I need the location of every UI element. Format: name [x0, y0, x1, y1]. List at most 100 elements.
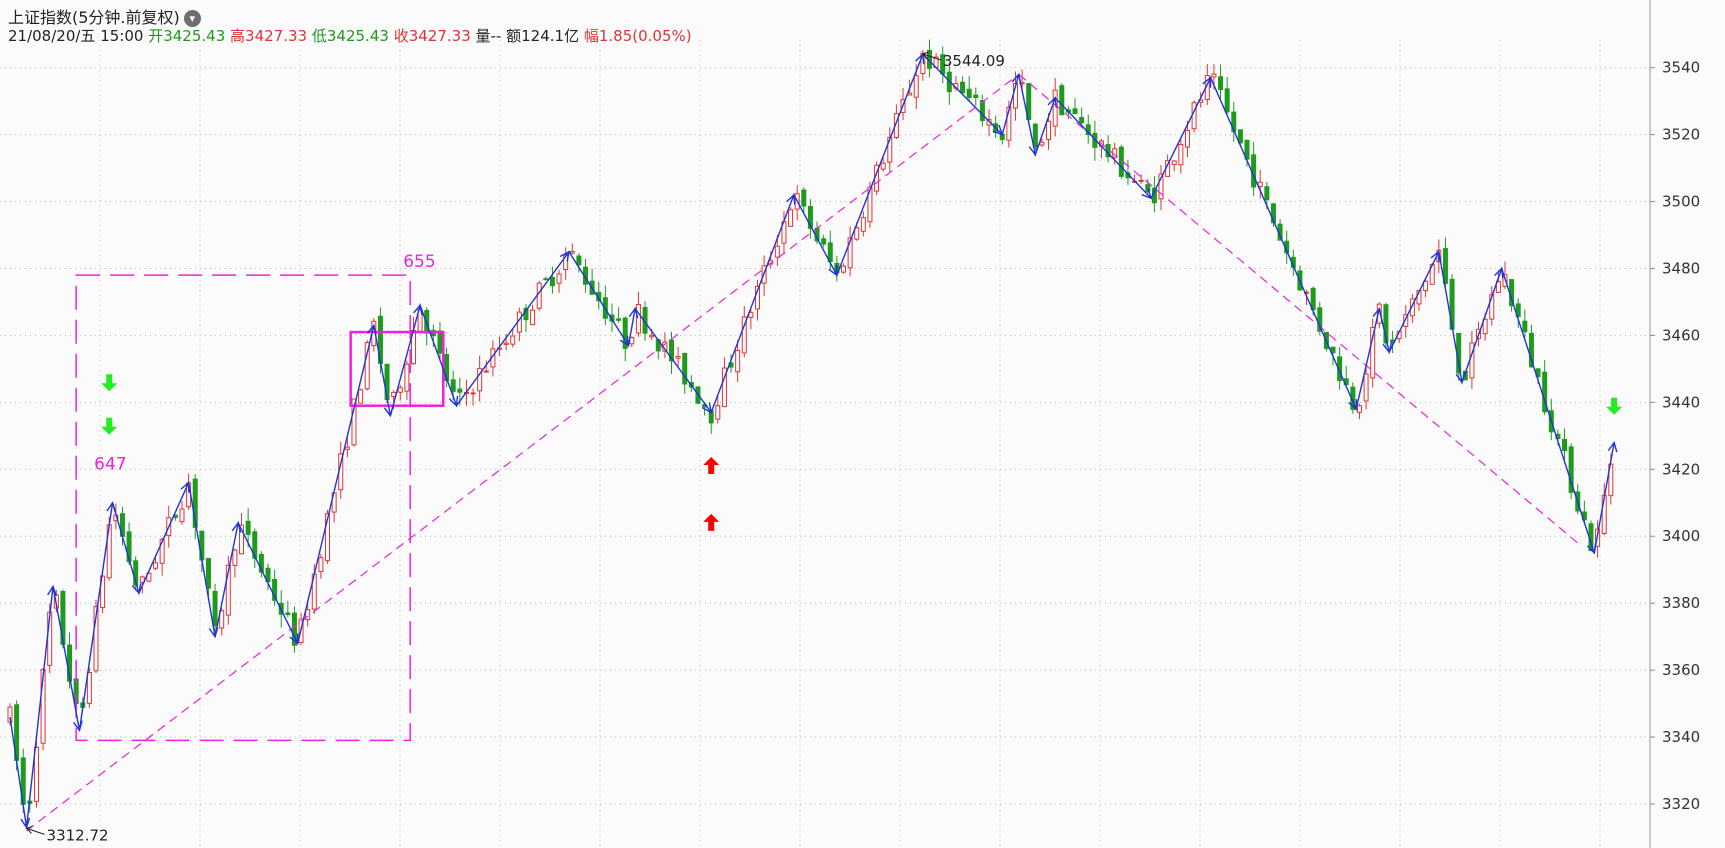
- candle-body: [1528, 332, 1534, 368]
- trend-line: [26, 73, 1020, 832]
- chart-title: 上证指数(5分钟.前复权): [8, 8, 180, 27]
- candle-body: [205, 558, 211, 589]
- annotation-pointer: [26, 827, 45, 835]
- wave-arrowhead: [448, 395, 459, 408]
- quote-bar: 21/08/20/五 15:00 开3425.43 高3427.33 低3425…: [8, 25, 692, 46]
- wave-arrowhead: [1586, 542, 1597, 555]
- candle-body: [1052, 89, 1058, 127]
- candle-body: [344, 446, 350, 450]
- chart-title-bar: 上证指数(5分钟.前复权) ▾: [8, 4, 201, 28]
- candle-body: [788, 209, 794, 227]
- wave-arrowhead: [786, 193, 796, 205]
- dashed-range-box: [75, 274, 411, 742]
- candle-body: [807, 205, 813, 229]
- candle-body: [33, 747, 39, 802]
- candle-body: [239, 524, 245, 555]
- sell-arrow-icon: [1606, 397, 1623, 415]
- candle-body: [1562, 438, 1568, 452]
- y-tick-label: 3400: [1662, 527, 1700, 545]
- candle-body: [351, 398, 357, 446]
- candle-body: [549, 276, 555, 287]
- candle-body: [358, 389, 364, 404]
- candle-body: [1317, 307, 1323, 332]
- candle-body: [1158, 173, 1164, 200]
- candle-body: [1356, 405, 1362, 413]
- wave-arrowhead: [208, 626, 219, 639]
- candle-body: [1191, 102, 1197, 130]
- wave-arrowhead: [180, 481, 190, 493]
- y-tick-label: 3420: [1662, 460, 1700, 478]
- candle-body: [225, 564, 231, 616]
- wave-arrowhead: [1011, 72, 1022, 85]
- candle-body: [1376, 303, 1382, 324]
- wave-arrowhead: [628, 307, 639, 319]
- wave-arrowhead: [1607, 440, 1618, 453]
- trend-line: [1018, 73, 1579, 544]
- box-label-left: 647: [94, 454, 126, 474]
- candle-body: [1218, 76, 1224, 90]
- wave-arrowhead: [1494, 266, 1504, 279]
- candle-body: [1330, 346, 1336, 354]
- candle-body: [847, 237, 853, 269]
- candle-body: [100, 575, 106, 609]
- candle-body: [1184, 130, 1190, 148]
- candle-body: [1363, 373, 1369, 402]
- candle-body: [867, 186, 873, 223]
- candle-body: [576, 255, 582, 266]
- candle-body: [179, 508, 185, 523]
- candle-body: [840, 265, 846, 273]
- candle-body: [1211, 73, 1217, 78]
- change-value: 1.85(0.05%): [598, 27, 692, 45]
- wave-arrowhead: [72, 720, 83, 732]
- amount-label: 额124.1亿: [506, 27, 580, 45]
- high-value: 3427.33: [245, 27, 308, 45]
- wave-arrowhead: [1382, 342, 1393, 354]
- candle-body: [291, 612, 297, 646]
- candle-body: [86, 672, 92, 704]
- candle-body: [1046, 120, 1052, 141]
- candle-body: [774, 245, 780, 258]
- y-tick-label: 3320: [1662, 795, 1700, 813]
- candle-body: [1171, 160, 1177, 165]
- candle-body: [40, 669, 46, 744]
- candle-body: [530, 309, 536, 326]
- wave-arrowhead: [1372, 307, 1383, 319]
- close-value: 3427.33: [408, 27, 471, 45]
- candle-body: [252, 531, 258, 559]
- candle-body: [920, 52, 926, 75]
- y-tick-label: 3440: [1662, 393, 1700, 411]
- candle-body: [913, 75, 919, 98]
- candle-body: [159, 538, 165, 564]
- candle-body: [1006, 106, 1012, 141]
- candle-body: [364, 342, 370, 390]
- candle-body: [1059, 85, 1065, 116]
- candle-body: [960, 81, 966, 94]
- candle-body: [860, 217, 866, 232]
- candle-body: [503, 342, 509, 345]
- annotations: 3312.72 3544.09: [25, 51, 1005, 844]
- y-tick-label: 3460: [1662, 326, 1700, 344]
- candle-body: [622, 317, 628, 349]
- candle-body: [444, 354, 450, 382]
- wave-arrowhead: [702, 402, 713, 414]
- close-label: 收: [393, 27, 409, 45]
- candle-body: [735, 349, 741, 373]
- trend-lines: [26, 73, 1579, 832]
- candle-body: [1079, 117, 1085, 124]
- wave-arrowhead: [106, 501, 117, 513]
- candle-body: [510, 335, 516, 345]
- wave-arrowhead: [992, 124, 1004, 136]
- candle-body: [1039, 141, 1045, 146]
- candle-body: [854, 227, 860, 240]
- candle-body: [1442, 248, 1448, 284]
- chevron-down-icon[interactable]: ▾: [183, 10, 201, 27]
- candlesticks: [7, 39, 1614, 813]
- wave-arrowhead: [289, 633, 299, 645]
- candle-body: [1482, 318, 1488, 335]
- candle-body: [1542, 371, 1548, 413]
- candle-body: [1370, 327, 1376, 379]
- wave-arrowhead: [231, 521, 242, 533]
- candle-body: [245, 520, 251, 535]
- candle-body: [1145, 184, 1151, 193]
